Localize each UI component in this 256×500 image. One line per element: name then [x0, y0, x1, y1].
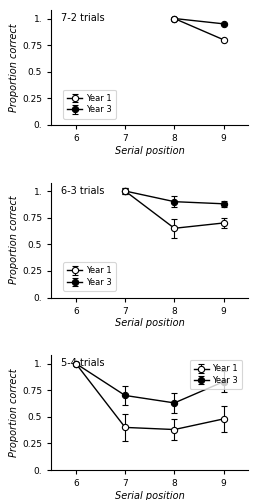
Text: 5-4 trials: 5-4 trials — [61, 358, 104, 368]
Text: 6-3 trials: 6-3 trials — [61, 186, 104, 196]
Y-axis label: Proportion correct: Proportion correct — [9, 23, 19, 112]
Y-axis label: Proportion correct: Proportion correct — [9, 368, 19, 457]
X-axis label: Serial position: Serial position — [115, 491, 185, 500]
Legend: Year 1, Year 3: Year 1, Year 3 — [63, 262, 116, 291]
Text: 7-2 trials: 7-2 trials — [61, 14, 105, 24]
Legend: Year 1, Year 3: Year 1, Year 3 — [190, 360, 242, 389]
Y-axis label: Proportion correct: Proportion correct — [9, 196, 19, 284]
Legend: Year 1, Year 3: Year 1, Year 3 — [63, 90, 116, 118]
X-axis label: Serial position: Serial position — [115, 146, 185, 156]
X-axis label: Serial position: Serial position — [115, 318, 185, 328]
